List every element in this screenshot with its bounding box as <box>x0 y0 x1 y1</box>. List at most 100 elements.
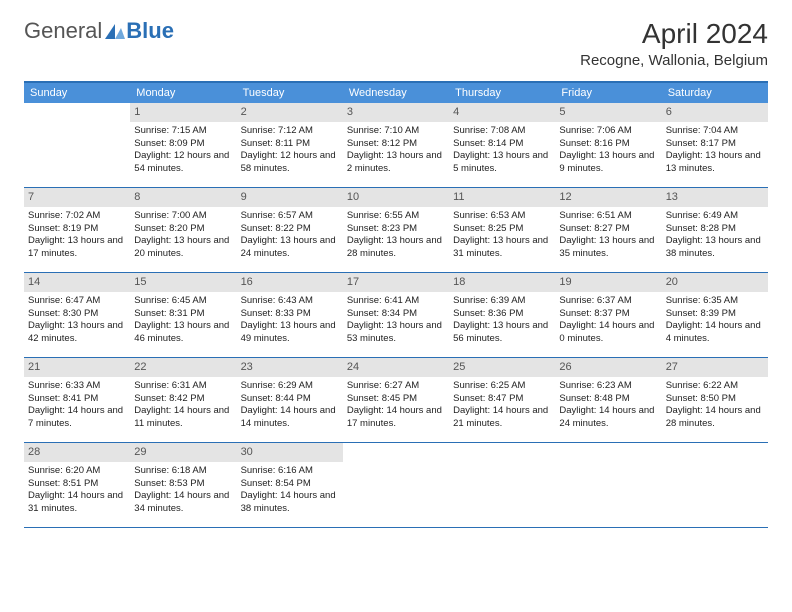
sunrise-text: Sunrise: 6:43 AM <box>241 295 339 308</box>
daylight-text: Daylight: 13 hours and 5 minutes. <box>453 150 551 176</box>
week-row: 7Sunrise: 7:02 AMSunset: 8:19 PMDaylight… <box>24 188 768 273</box>
day-number: 11 <box>449 188 555 207</box>
sunset-text: Sunset: 8:19 PM <box>28 223 126 236</box>
daylight-text: Daylight: 13 hours and 42 minutes. <box>28 320 126 346</box>
sunrise-text: Sunrise: 6:49 AM <box>666 210 764 223</box>
logo-icon <box>104 22 126 40</box>
day-cell-empty <box>343 443 449 527</box>
sunset-text: Sunset: 8:27 PM <box>559 223 657 236</box>
sunrise-text: Sunrise: 7:12 AM <box>241 125 339 138</box>
week-row: 21Sunrise: 6:33 AMSunset: 8:41 PMDayligh… <box>24 358 768 443</box>
day-cell: 24Sunrise: 6:27 AMSunset: 8:45 PMDayligh… <box>343 358 449 442</box>
sunrise-text: Sunrise: 6:18 AM <box>134 465 232 478</box>
day-number: 16 <box>237 273 343 292</box>
day-number: 8 <box>130 188 236 207</box>
day-cell: 28Sunrise: 6:20 AMSunset: 8:51 PMDayligh… <box>24 443 130 527</box>
day-cell: 18Sunrise: 6:39 AMSunset: 8:36 PMDayligh… <box>449 273 555 357</box>
day-number: 17 <box>343 273 449 292</box>
day-header-friday: Friday <box>555 83 661 103</box>
day-header-wednesday: Wednesday <box>343 83 449 103</box>
day-cell: 14Sunrise: 6:47 AMSunset: 8:30 PMDayligh… <box>24 273 130 357</box>
sunrise-text: Sunrise: 6:23 AM <box>559 380 657 393</box>
sunset-text: Sunset: 8:50 PM <box>666 393 764 406</box>
day-number: 19 <box>555 273 661 292</box>
daylight-text: Daylight: 14 hours and 4 minutes. <box>666 320 764 346</box>
sunset-text: Sunset: 8:11 PM <box>241 138 339 151</box>
day-cell: 13Sunrise: 6:49 AMSunset: 8:28 PMDayligh… <box>662 188 768 272</box>
logo-first: General <box>24 18 102 44</box>
sunrise-text: Sunrise: 7:04 AM <box>666 125 764 138</box>
weeks-container: 1Sunrise: 7:15 AMSunset: 8:09 PMDaylight… <box>24 103 768 528</box>
daylight-text: Daylight: 13 hours and 56 minutes. <box>453 320 551 346</box>
day-header-saturday: Saturday <box>662 83 768 103</box>
daylight-text: Daylight: 14 hours and 7 minutes. <box>28 405 126 431</box>
day-cell: 29Sunrise: 6:18 AMSunset: 8:53 PMDayligh… <box>130 443 236 527</box>
sunset-text: Sunset: 8:23 PM <box>347 223 445 236</box>
day-number: 6 <box>662 103 768 122</box>
day-cell: 20Sunrise: 6:35 AMSunset: 8:39 PMDayligh… <box>662 273 768 357</box>
day-number: 7 <box>24 188 130 207</box>
day-header-tuesday: Tuesday <box>237 83 343 103</box>
sunset-text: Sunset: 8:16 PM <box>559 138 657 151</box>
daylight-text: Daylight: 13 hours and 31 minutes. <box>453 235 551 261</box>
day-cell: 10Sunrise: 6:55 AMSunset: 8:23 PMDayligh… <box>343 188 449 272</box>
sunrise-text: Sunrise: 6:29 AM <box>241 380 339 393</box>
sunrise-text: Sunrise: 6:37 AM <box>559 295 657 308</box>
day-cell: 16Sunrise: 6:43 AMSunset: 8:33 PMDayligh… <box>237 273 343 357</box>
sunset-text: Sunset: 8:25 PM <box>453 223 551 236</box>
sunset-text: Sunset: 8:22 PM <box>241 223 339 236</box>
daylight-text: Daylight: 13 hours and 35 minutes. <box>559 235 657 261</box>
sunset-text: Sunset: 8:09 PM <box>134 138 232 151</box>
sunset-text: Sunset: 8:17 PM <box>666 138 764 151</box>
day-cell: 21Sunrise: 6:33 AMSunset: 8:41 PMDayligh… <box>24 358 130 442</box>
sunset-text: Sunset: 8:44 PM <box>241 393 339 406</box>
header: General Blue April 2024 Recogne, Walloni… <box>0 0 792 73</box>
daylight-text: Daylight: 14 hours and 28 minutes. <box>666 405 764 431</box>
sunrise-text: Sunrise: 7:08 AM <box>453 125 551 138</box>
day-number: 2 <box>237 103 343 122</box>
sunrise-text: Sunrise: 7:10 AM <box>347 125 445 138</box>
day-cell: 7Sunrise: 7:02 AMSunset: 8:19 PMDaylight… <box>24 188 130 272</box>
daylight-text: Daylight: 14 hours and 24 minutes. <box>559 405 657 431</box>
day-cell: 12Sunrise: 6:51 AMSunset: 8:27 PMDayligh… <box>555 188 661 272</box>
day-number: 4 <box>449 103 555 122</box>
day-cell: 1Sunrise: 7:15 AMSunset: 8:09 PMDaylight… <box>130 103 236 187</box>
day-cell: 22Sunrise: 6:31 AMSunset: 8:42 PMDayligh… <box>130 358 236 442</box>
sunset-text: Sunset: 8:37 PM <box>559 308 657 321</box>
day-number: 30 <box>237 443 343 462</box>
day-number: 18 <box>449 273 555 292</box>
day-number: 20 <box>662 273 768 292</box>
daylight-text: Daylight: 14 hours and 0 minutes. <box>559 320 657 346</box>
day-number: 24 <box>343 358 449 377</box>
day-cell: 5Sunrise: 7:06 AMSunset: 8:16 PMDaylight… <box>555 103 661 187</box>
day-cell-empty <box>449 443 555 527</box>
day-number: 13 <box>662 188 768 207</box>
daylight-text: Daylight: 14 hours and 14 minutes. <box>241 405 339 431</box>
sunset-text: Sunset: 8:48 PM <box>559 393 657 406</box>
day-cell-empty <box>662 443 768 527</box>
sunrise-text: Sunrise: 6:53 AM <box>453 210 551 223</box>
daylight-text: Daylight: 13 hours and 2 minutes. <box>347 150 445 176</box>
week-row: 14Sunrise: 6:47 AMSunset: 8:30 PMDayligh… <box>24 273 768 358</box>
day-number: 28 <box>24 443 130 462</box>
day-number: 22 <box>130 358 236 377</box>
sunset-text: Sunset: 8:14 PM <box>453 138 551 151</box>
day-number: 27 <box>662 358 768 377</box>
logo: General Blue <box>24 18 174 44</box>
day-header-thursday: Thursday <box>449 83 555 103</box>
day-number: 29 <box>130 443 236 462</box>
day-number: 5 <box>555 103 661 122</box>
day-number: 12 <box>555 188 661 207</box>
day-number: 3 <box>343 103 449 122</box>
day-cell: 2Sunrise: 7:12 AMSunset: 8:11 PMDaylight… <box>237 103 343 187</box>
sunrise-text: Sunrise: 6:25 AM <box>453 380 551 393</box>
calendar: SundayMondayTuesdayWednesdayThursdayFrid… <box>24 81 768 528</box>
sunset-text: Sunset: 8:53 PM <box>134 478 232 491</box>
sunrise-text: Sunrise: 6:45 AM <box>134 295 232 308</box>
sunset-text: Sunset: 8:45 PM <box>347 393 445 406</box>
day-cell: 3Sunrise: 7:10 AMSunset: 8:12 PMDaylight… <box>343 103 449 187</box>
daylight-text: Daylight: 13 hours and 24 minutes. <box>241 235 339 261</box>
sunset-text: Sunset: 8:42 PM <box>134 393 232 406</box>
sunset-text: Sunset: 8:34 PM <box>347 308 445 321</box>
daylight-text: Daylight: 14 hours and 21 minutes. <box>453 405 551 431</box>
